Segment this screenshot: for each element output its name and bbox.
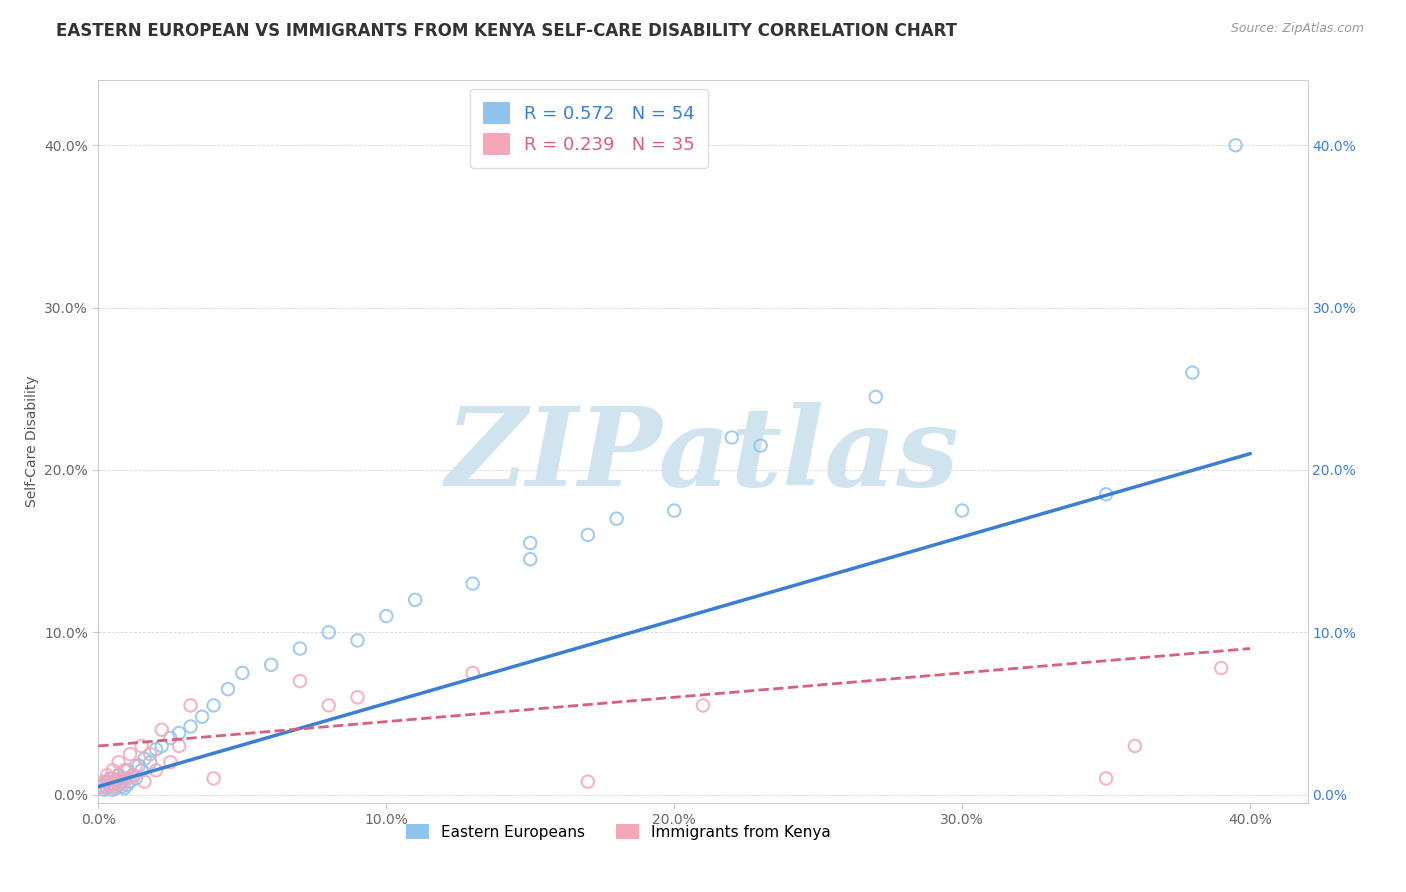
Point	[217, 682, 239, 697]
Point	[318, 625, 340, 640]
Point	[139, 747, 162, 761]
Point	[101, 776, 124, 790]
Point	[131, 739, 153, 753]
Point	[101, 782, 124, 797]
Point	[131, 764, 153, 778]
Point	[98, 780, 121, 794]
Point	[112, 764, 135, 778]
Point	[865, 390, 887, 404]
Point	[122, 768, 145, 782]
Point	[180, 698, 202, 713]
Point	[93, 778, 115, 792]
Point	[318, 698, 340, 713]
Point	[231, 665, 253, 680]
Point	[104, 773, 127, 788]
Point	[150, 723, 173, 737]
Point	[107, 778, 129, 792]
Point	[120, 774, 142, 789]
Point	[202, 698, 225, 713]
Point	[576, 528, 599, 542]
Point	[346, 633, 368, 648]
Point	[692, 698, 714, 713]
Point	[260, 657, 283, 672]
Point	[191, 710, 214, 724]
Point	[150, 739, 173, 753]
Point	[1095, 772, 1118, 786]
Text: EASTERN EUROPEAN VS IMMIGRANTS FROM KENYA SELF-CARE DISABILITY CORRELATION CHART: EASTERN EUROPEAN VS IMMIGRANTS FROM KENY…	[56, 22, 957, 40]
Point	[1095, 487, 1118, 501]
Point	[202, 772, 225, 786]
Point	[107, 755, 129, 769]
Point	[1211, 661, 1233, 675]
Point	[1123, 739, 1146, 753]
Point	[104, 780, 127, 794]
Point	[107, 768, 129, 782]
Point	[110, 780, 132, 794]
Point	[288, 673, 311, 688]
Point	[461, 665, 484, 680]
Point	[375, 609, 398, 624]
Point	[90, 780, 112, 794]
Point	[720, 430, 742, 444]
Point	[96, 768, 118, 782]
Point	[159, 731, 181, 745]
Point	[107, 768, 129, 782]
Point	[134, 774, 156, 789]
Point	[122, 768, 145, 782]
Point	[950, 503, 973, 517]
Point	[112, 772, 135, 786]
Point	[96, 781, 118, 796]
Point	[104, 781, 127, 796]
Point	[606, 511, 628, 525]
Point	[115, 772, 138, 786]
Point	[98, 778, 121, 792]
Point	[145, 742, 167, 756]
Point	[125, 772, 148, 786]
Point	[115, 778, 138, 792]
Point	[93, 774, 115, 789]
Point	[98, 772, 121, 786]
Y-axis label: Self-Care Disability: Self-Care Disability	[24, 376, 38, 508]
Point	[404, 592, 426, 607]
Point	[576, 774, 599, 789]
Point	[112, 781, 135, 796]
Point	[159, 755, 181, 769]
Point	[519, 536, 541, 550]
Point	[749, 439, 772, 453]
Point	[167, 726, 190, 740]
Point	[96, 781, 118, 796]
Point	[180, 719, 202, 733]
Point	[1225, 138, 1247, 153]
Point	[101, 772, 124, 786]
Point	[93, 782, 115, 797]
Point	[145, 764, 167, 778]
Point	[125, 758, 148, 772]
Point	[128, 758, 150, 772]
Point	[104, 774, 127, 789]
Point	[96, 774, 118, 789]
Point	[1181, 366, 1204, 380]
Point	[110, 774, 132, 789]
Legend: Eastern Europeans, Immigrants from Kenya: Eastern Europeans, Immigrants from Kenya	[399, 818, 837, 846]
Point	[288, 641, 311, 656]
Text: Source: ZipAtlas.com: Source: ZipAtlas.com	[1230, 22, 1364, 36]
Point	[101, 764, 124, 778]
Point	[139, 755, 162, 769]
Point	[461, 576, 484, 591]
Point	[134, 752, 156, 766]
Point	[664, 503, 686, 517]
Point	[120, 747, 142, 761]
Point	[90, 780, 112, 794]
Point	[167, 739, 190, 753]
Point	[115, 764, 138, 778]
Text: ZIPatlas: ZIPatlas	[446, 402, 960, 509]
Point	[346, 690, 368, 705]
Point	[110, 776, 132, 790]
Point	[519, 552, 541, 566]
